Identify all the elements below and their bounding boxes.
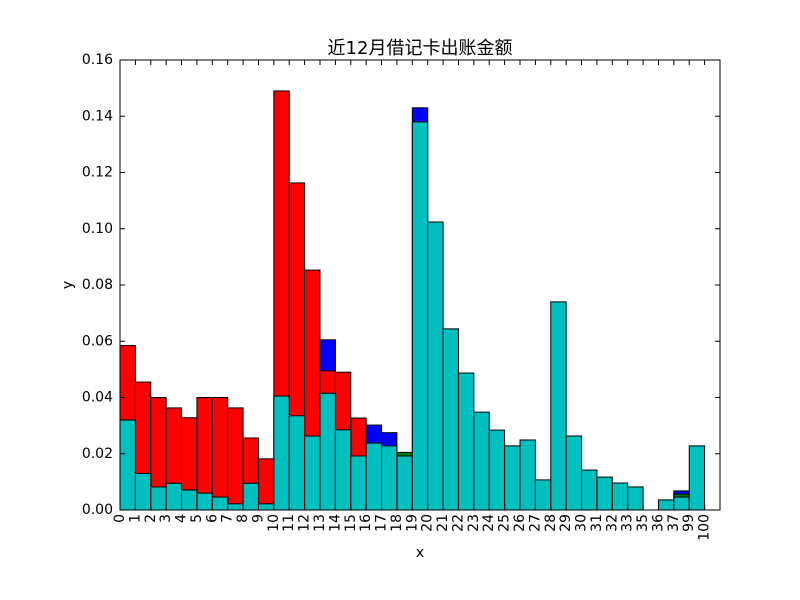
bar-series-4-x-33 bbox=[627, 486, 644, 511]
bars-group bbox=[119, 90, 706, 511]
x-tick-label-18: 18 bbox=[389, 514, 405, 532]
x-tick-label-27: 27 bbox=[527, 514, 543, 532]
y-tick-label-1: 0.02 bbox=[82, 446, 113, 462]
x-tick-label-33: 33 bbox=[620, 514, 636, 532]
x-tick-label-37: 37 bbox=[666, 514, 682, 532]
bar-series-4-x-99 bbox=[688, 445, 706, 511]
y-tick-label-3: 0.06 bbox=[82, 333, 113, 349]
bar-series-4-x-14 bbox=[334, 429, 352, 511]
x-tick-label-7: 7 bbox=[220, 514, 236, 523]
bar-series-4-x-2 bbox=[150, 486, 167, 511]
x-tick-label-32: 32 bbox=[604, 514, 620, 532]
bar-series-4-x-15 bbox=[350, 455, 367, 511]
bar-series-4-x-37 bbox=[673, 496, 690, 511]
bar-series-4-x-28 bbox=[550, 301, 567, 511]
bar-series-3-x-6 bbox=[211, 397, 229, 511]
bar-series-4-x-13 bbox=[319, 392, 336, 511]
bar-series-4-x-19 bbox=[411, 121, 429, 511]
x-tick-label-9: 9 bbox=[250, 514, 266, 523]
x-tick-label-3: 3 bbox=[158, 514, 174, 523]
x-tick-label-23: 23 bbox=[466, 514, 482, 532]
y-tick-label-4: 0.08 bbox=[82, 277, 113, 293]
bar-series-4-x-12 bbox=[304, 435, 321, 511]
y-axis-label: y bbox=[60, 281, 76, 289]
bar-series-4-x-8 bbox=[242, 482, 259, 511]
y-tick-label-6: 0.12 bbox=[82, 165, 113, 181]
bar-series-4-x-27 bbox=[534, 479, 552, 511]
x-tick-label-20: 20 bbox=[420, 514, 436, 532]
bar-series-4-x-1 bbox=[134, 472, 152, 511]
x-tick-label-29: 29 bbox=[558, 514, 574, 532]
x-tick-label-31: 31 bbox=[589, 514, 605, 532]
x-tick-label-11: 11 bbox=[281, 514, 297, 532]
x-tick-label-13: 13 bbox=[312, 514, 328, 532]
bar-series-4-x-3 bbox=[165, 482, 183, 511]
bar-series-4-x-0 bbox=[119, 419, 136, 511]
x-tick-label-26: 26 bbox=[512, 514, 528, 532]
bar-series-4-x-32 bbox=[611, 482, 629, 511]
x-tick-label-30: 30 bbox=[574, 514, 590, 532]
bar-series-4-x-22 bbox=[457, 372, 475, 511]
bar-series-4-x-30 bbox=[581, 469, 598, 511]
x-tick-label-36: 36 bbox=[650, 514, 666, 532]
bar-series-4-x-7 bbox=[227, 503, 244, 511]
bar-series-4-x-23 bbox=[473, 411, 490, 511]
bar-series-3-x-9 bbox=[257, 458, 275, 511]
y-tick-label-5: 0.10 bbox=[82, 221, 113, 237]
bar-series-4-x-9 bbox=[257, 503, 275, 511]
x-tick-label-16: 16 bbox=[358, 514, 374, 532]
x-tick-label-4: 4 bbox=[174, 514, 190, 523]
x-tick-label-1: 1 bbox=[127, 514, 143, 523]
x-tick-label-100: 100 bbox=[697, 514, 713, 541]
x-tick-label-24: 24 bbox=[481, 514, 497, 532]
bar-series-4-x-4 bbox=[181, 489, 198, 511]
x-tick-label-28: 28 bbox=[543, 514, 559, 532]
y-tick-label-2: 0.04 bbox=[82, 390, 113, 406]
bar-series-4-x-10 bbox=[273, 395, 290, 511]
bar-series-4-x-36 bbox=[657, 499, 675, 511]
bar-series-4-x-31 bbox=[596, 476, 613, 511]
bar-series-4-x-29 bbox=[565, 435, 583, 511]
x-tick-label-35: 35 bbox=[635, 514, 651, 532]
bar-series-4-x-25 bbox=[504, 445, 521, 511]
x-tick-label-0: 0 bbox=[112, 514, 128, 523]
bar-series-4-x-26 bbox=[519, 439, 536, 511]
x-tick-label-8: 8 bbox=[235, 514, 251, 523]
x-tick-label-99: 99 bbox=[681, 514, 697, 532]
y-tick-label-7: 0.14 bbox=[82, 108, 113, 124]
bar-series-4-x-17 bbox=[381, 445, 398, 511]
x-axis-label: x bbox=[416, 545, 424, 561]
bar-series-3-x-7 bbox=[227, 407, 244, 511]
x-tick-label-6: 6 bbox=[204, 514, 220, 523]
bar-series-4-x-6 bbox=[211, 496, 229, 511]
chart-title: 近12月借记卡出账金额 bbox=[328, 38, 513, 59]
x-tick-label-25: 25 bbox=[497, 514, 513, 532]
x-tick-label-14: 14 bbox=[327, 514, 343, 532]
y-tick-label-0: 0.00 bbox=[82, 502, 113, 518]
x-tick-label-17: 17 bbox=[374, 514, 390, 532]
y-tick-label-8: 0.16 bbox=[82, 52, 113, 68]
x-tick-label-5: 5 bbox=[189, 514, 205, 523]
x-tick-label-19: 19 bbox=[404, 514, 420, 532]
x-axis-ticks: 0 1 2 3 4 5 6 7 8 9 10 11 12 13 14 15 16 17 18 19 20 21 22 23 24… bbox=[112, 60, 713, 541]
bar-series-4-x-16 bbox=[365, 442, 383, 511]
x-tick-label-22: 22 bbox=[450, 514, 466, 532]
x-tick-label-2: 2 bbox=[143, 514, 159, 523]
y-axis-ticks: 0.00 0.02 0.04 0.06 0.08 0.10 0.12 0.14 0.16 bbox=[82, 52, 720, 518]
bar-series-4-x-11 bbox=[288, 415, 306, 511]
x-tick-label-15: 15 bbox=[343, 514, 359, 532]
bar-series-4-x-20 bbox=[427, 221, 444, 511]
bar-series-4-x-21 bbox=[442, 328, 459, 511]
bar-series-4-x-5 bbox=[196, 492, 213, 511]
bar-series-4-x-18 bbox=[396, 455, 413, 511]
bar-series-4-x-24 bbox=[488, 429, 506, 511]
x-tick-label-21: 21 bbox=[435, 514, 451, 532]
x-tick-label-12: 12 bbox=[297, 514, 313, 532]
x-tick-label-10: 10 bbox=[266, 514, 282, 532]
